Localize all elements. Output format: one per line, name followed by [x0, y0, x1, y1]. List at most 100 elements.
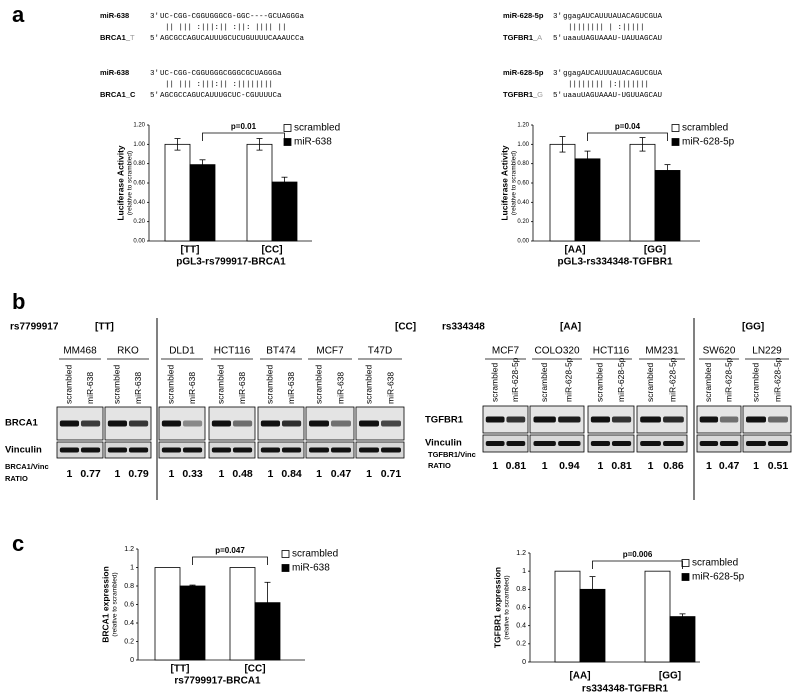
lane-label: scrambled — [363, 365, 373, 404]
protein-band — [232, 420, 253, 427]
panel-label: c — [12, 531, 24, 556]
target-sequence: AGCGCCAGUCAUUUGCUCUGUUUUCAAAUCCa — [160, 35, 305, 43]
strand-end: 3' — [553, 13, 562, 21]
ratio-value: 0.33 — [182, 468, 203, 480]
blot-frame — [158, 441, 206, 459]
protein-band — [331, 420, 351, 427]
target-name: TGFBR1_G — [503, 90, 543, 99]
ratio-value: 0.71 — [381, 468, 402, 480]
y-tick-label: 0.60 — [517, 181, 529, 187]
ratio-value: 1 — [366, 468, 372, 480]
loading-band — [640, 441, 661, 446]
cell-line-name: T47D — [368, 346, 392, 357]
lane-label: scrambled — [539, 363, 549, 402]
lane-label: miR-638 — [85, 372, 95, 404]
pairing: |||||||| | :||||| — [568, 24, 645, 32]
ratio-value: 1 — [598, 460, 604, 472]
y-axis-label: BRCA1 expression — [100, 566, 110, 643]
y-axis-label: Luciferase Activity — [115, 145, 125, 221]
y-tick-label: 1 — [522, 568, 526, 575]
lane-label: scrambled — [166, 365, 176, 404]
ratio-value: 0.51 — [768, 460, 789, 472]
protein-band — [640, 416, 661, 423]
bar — [189, 164, 216, 242]
cell-line-name: MM231 — [645, 346, 679, 357]
y-tick-label: 0.4 — [516, 623, 526, 630]
y-tick-label: 1.00 — [517, 142, 529, 148]
loading-band — [590, 441, 611, 446]
mirna-sequence: ggagAUCAUUUAUACAGUCGUA — [563, 13, 663, 21]
pairing: |||||||| |:||||||| — [568, 81, 649, 89]
loading-band — [107, 447, 128, 453]
ratio-value: 0.84 — [281, 468, 302, 480]
p-value: p=0.047 — [215, 546, 245, 555]
p-value: p=0.01 — [231, 122, 257, 131]
lane-label: miR-638 — [133, 372, 143, 404]
legend-marker — [671, 124, 680, 132]
loading-band — [381, 447, 401, 453]
protein-band — [558, 416, 581, 423]
legend-marker — [281, 564, 290, 572]
genotype-label: [CC] — [395, 322, 416, 333]
protein-band — [590, 416, 611, 423]
blot-frame — [305, 441, 355, 459]
legend-marker — [671, 138, 680, 146]
cell-line-name: SW620 — [703, 346, 736, 357]
panel-label: a — [12, 2, 25, 27]
ratio-value: 1 — [316, 468, 322, 480]
row-label: Vinculin — [5, 445, 42, 456]
error-bar — [264, 581, 271, 624]
legend-marker — [681, 559, 690, 567]
loading-band — [260, 447, 281, 453]
blot-frame — [742, 434, 792, 453]
protein-band — [309, 420, 329, 427]
target-gene: TGFBR1_ — [503, 90, 538, 99]
mirna-sequence: ggagAUCAUUUAUACAGUCGUA — [563, 70, 663, 78]
error-bar — [664, 164, 671, 177]
legend-label: miR-628-5p — [682, 137, 735, 148]
protein-band — [211, 420, 232, 427]
loading-band — [182, 447, 203, 453]
y-tick-label: 0.00 — [133, 239, 145, 245]
ratio-value: 0.81 — [506, 460, 527, 472]
loading-band — [359, 447, 379, 453]
bar — [629, 143, 656, 242]
lane-label: miR-638 — [335, 372, 345, 404]
loading-band — [161, 447, 182, 453]
y-tick-label: 0.20 — [517, 219, 529, 225]
error-bar — [639, 137, 646, 152]
loading-band — [59, 447, 80, 453]
protein-band — [719, 416, 739, 423]
bar — [549, 143, 576, 242]
ratio-value: 1 — [219, 468, 225, 480]
legend-label: miR-638 — [292, 563, 330, 574]
ratio-label: RATIO — [428, 461, 451, 470]
x-axis-label: rs334348-TGFBR1 — [582, 684, 669, 695]
blot-frame — [158, 406, 206, 441]
y-tick-label: 1.20 — [517, 123, 529, 129]
target-allele: T — [130, 33, 135, 42]
error-bar — [589, 576, 596, 603]
protein-band — [768, 416, 788, 423]
y-tick-label: 1.2 — [516, 550, 526, 557]
loading-band — [719, 441, 739, 446]
bar — [669, 616, 696, 663]
bar — [644, 570, 671, 663]
significance-bracket — [192, 556, 268, 565]
lane-label: miR-638 — [286, 372, 296, 404]
y-tick-label: 0.6 — [516, 604, 526, 611]
strand-end: 3' — [553, 70, 562, 78]
target-gene: BRCA1_ — [100, 90, 131, 99]
x-axis-label: pGL3-rs799917-BRCA1 — [176, 257, 286, 268]
x-axis-label: pGL3-rs334348-TGFBR1 — [557, 257, 672, 268]
legend-label: scrambled — [692, 558, 738, 569]
ratio-value: 0.86 — [663, 460, 684, 472]
pairing: || ||| :|||:|| :||: |||| || — [165, 24, 287, 32]
snp-label: rs7799917 — [10, 322, 59, 333]
y-tick-label: 0.40 — [133, 200, 145, 206]
snp-label: rs334348 — [442, 322, 485, 333]
loading-band — [558, 441, 581, 446]
genotype-label: [TT] — [95, 322, 114, 333]
genotype-label: [AA] — [560, 322, 581, 333]
loading-band — [128, 447, 149, 453]
